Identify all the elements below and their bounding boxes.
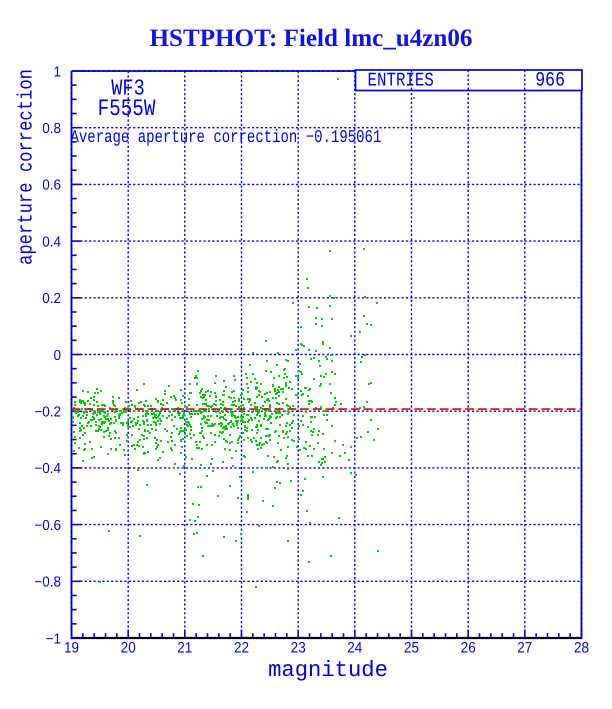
svg-text:aperture correction: aperture correction [16,69,39,265]
svg-text:Average aperture correction −0: Average aperture correction −0.195061 [71,128,382,148]
svg-text:22: 22 [234,639,249,656]
svg-text:0.6: 0.6 [42,177,61,193]
svg-text:26: 26 [461,639,476,656]
svg-text:21: 21 [177,639,192,656]
svg-text:0.2: 0.2 [42,290,61,306]
svg-text:−0.6: −0.6 [34,517,61,533]
svg-text:HSTPHOT: Field lmc_u4zn06: HSTPHOT: Field lmc_u4zn06 [150,25,473,52]
svg-text:23: 23 [291,639,306,656]
svg-text:0.4: 0.4 [42,233,61,249]
svg-text:F555W: F555W [98,96,156,123]
svg-text:25: 25 [404,639,419,656]
svg-text:−1: −1 [46,630,61,646]
svg-text:−0.4: −0.4 [34,460,61,476]
svg-text:ENTRIES: ENTRIES [368,70,434,92]
svg-text:27: 27 [517,639,532,656]
svg-text:−0.8: −0.8 [34,574,61,590]
svg-text:20: 20 [121,639,136,656]
svg-text:966: 966 [535,69,565,92]
svg-text:0.8: 0.8 [42,120,61,136]
svg-text:24: 24 [347,639,363,656]
svg-text:1: 1 [53,63,61,79]
svg-text:WF3: WF3 [111,76,144,102]
svg-text:19: 19 [64,639,79,656]
svg-text:magnitude: magnitude [268,658,388,683]
svg-text:0: 0 [53,347,61,363]
svg-text:−0.2: −0.2 [34,404,61,420]
svg-text:28: 28 [574,639,589,656]
